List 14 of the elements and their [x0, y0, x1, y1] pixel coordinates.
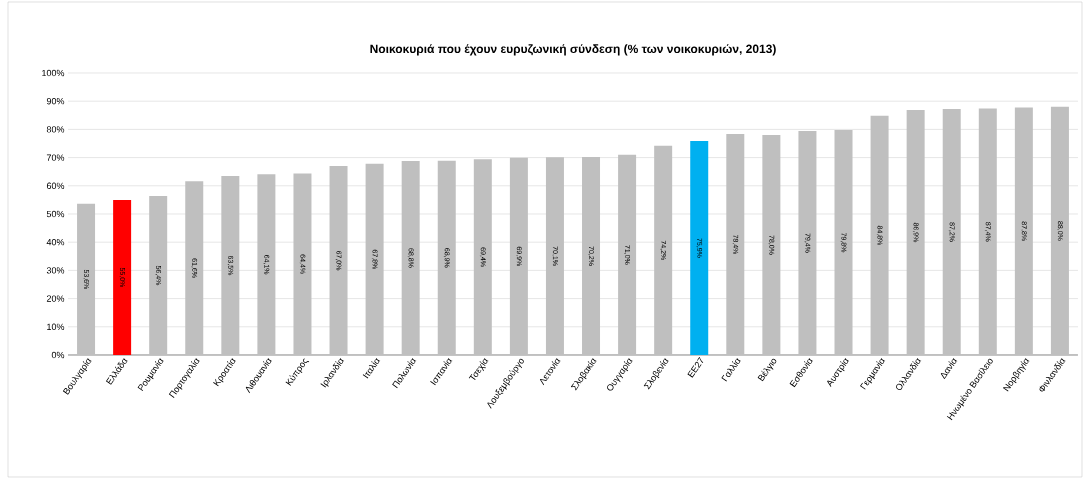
y-tick-label: 80% [46, 126, 65, 133]
y-tick-label: 40% [46, 239, 65, 246]
bar [113, 199, 132, 355]
y-tick-label: 20% [46, 295, 65, 302]
y-tick-label: 10% [47, 323, 65, 330]
y-tick-label: 0% [51, 351, 65, 359]
y-tick-label: 100% [42, 69, 65, 77]
y-tick-label: 70% [46, 154, 65, 161]
y-tick-label: 90% [46, 98, 65, 105]
y-tick-label: 30% [46, 267, 65, 274]
y-tick-label: 60% [46, 182, 65, 189]
y-tick-label: 50% [46, 210, 65, 218]
bar [690, 140, 709, 355]
chart-title: Νοικοκυριά που έχουν ευρυζωνική σύνδεση (% των νοικοκυριών, 2013) [370, 44, 776, 56]
